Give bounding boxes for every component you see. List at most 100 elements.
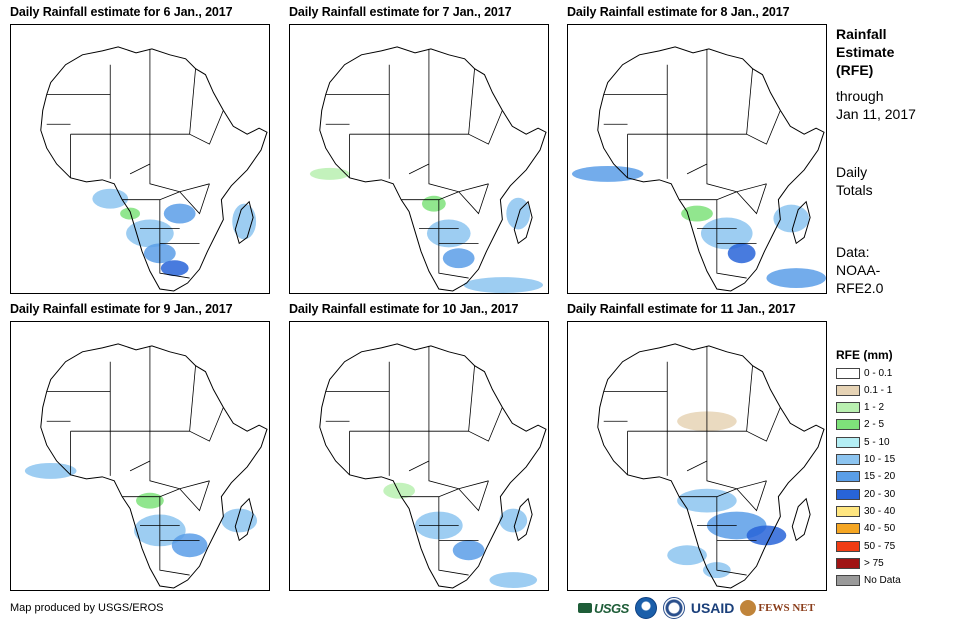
legend-label: 40 - 50 <box>864 523 895 534</box>
coastline <box>598 344 824 588</box>
country-border <box>130 461 150 471</box>
coastline <box>320 344 546 588</box>
legend-swatch <box>836 471 860 482</box>
country-border <box>707 69 753 134</box>
credit-text: Map produced by USGS/EROS <box>10 602 163 614</box>
country-border <box>409 461 429 471</box>
country-border <box>687 164 707 174</box>
africa-map <box>568 25 826 293</box>
legend-swatch <box>836 506 860 517</box>
country-border <box>747 110 781 144</box>
rainfall-area <box>25 463 77 479</box>
through-line: through <box>836 87 916 105</box>
sidebar-through: through Jan 11, 2017 <box>836 87 916 123</box>
rainfall-area <box>453 540 485 560</box>
country-border <box>409 164 429 174</box>
country-border <box>737 481 767 511</box>
rainfall-area <box>310 168 350 180</box>
panel-title: Daily Rainfall estimate for 8 Jan., 2017 <box>567 5 790 19</box>
legend-item: 1 - 2 <box>836 401 884 415</box>
rainfall-area <box>443 248 475 268</box>
legend-swatch <box>836 368 860 379</box>
legend-title: RFE (mm) <box>836 348 893 362</box>
rainfall-map <box>289 24 549 294</box>
legend-swatch <box>836 385 860 396</box>
legend-label: No Data <box>864 575 901 586</box>
legend-item: 0 - 0.1 <box>836 366 892 380</box>
country-border <box>150 134 210 192</box>
country-border <box>469 110 503 144</box>
country-border <box>469 407 503 441</box>
legend-label: 30 - 40 <box>864 506 895 517</box>
country-border <box>429 431 489 489</box>
country-border <box>429 366 475 431</box>
legend-label: 5 - 10 <box>864 437 890 448</box>
legend-label: > 75 <box>864 558 884 569</box>
title-line: Estimate <box>836 43 894 61</box>
madagascar-outline <box>792 499 810 541</box>
legend-item: 40 - 50 <box>836 522 895 536</box>
country-border <box>604 362 668 392</box>
rainfall-area <box>172 533 208 557</box>
legend-label: 0.1 - 1 <box>864 385 892 396</box>
country-border <box>190 110 224 144</box>
coastline <box>41 344 267 588</box>
legend-swatch <box>836 489 860 500</box>
legend-swatch <box>836 575 860 586</box>
rainfall-area <box>766 268 826 288</box>
panel-title: Daily Rainfall estimate for 11 Jan., 201… <box>567 302 796 316</box>
usaid-logo: USAID <box>691 598 735 618</box>
map-panel-11-jan: Daily Rainfall estimate for 11 Jan., 201… <box>567 302 827 592</box>
legend-label: 10 - 15 <box>864 454 895 465</box>
panel-title: Daily Rainfall estimate for 6 Jan., 2017 <box>10 5 233 19</box>
country-border <box>389 95 429 135</box>
legend-item: No Data <box>836 574 901 588</box>
legend-swatch <box>836 419 860 430</box>
title-line: Rainfall <box>836 25 894 43</box>
africa-map <box>290 322 548 590</box>
fews-net-logo-text: FEWS NET <box>758 602 815 614</box>
country-border <box>679 192 737 200</box>
country-border <box>604 65 668 95</box>
country-border <box>180 481 210 511</box>
noaa-logo <box>635 598 657 618</box>
data-line: NOAA- <box>836 261 883 279</box>
legend-item: 0.1 - 1 <box>836 383 892 397</box>
country-border <box>190 407 224 441</box>
legend-item: 30 - 40 <box>836 504 895 518</box>
legend-swatch <box>836 541 860 552</box>
map-panel-9-jan: Daily Rainfall estimate for 9 Jan., 2017 <box>10 302 270 592</box>
rainfall-area <box>747 525 787 545</box>
legend-item: > 75 <box>836 556 884 570</box>
rainfall-area <box>499 509 527 533</box>
rainfall-map <box>567 24 827 294</box>
rainfall-area <box>92 189 128 209</box>
country-border <box>687 461 707 471</box>
fews-net-logo: FEWS NET <box>740 598 815 618</box>
country-border <box>47 65 111 95</box>
usgs-logo: USGS <box>578 598 629 618</box>
legend-swatch <box>836 523 860 534</box>
country-border <box>326 65 390 95</box>
rainfall-area <box>667 545 707 565</box>
usda-seal-logo <box>663 598 685 618</box>
legend-item: 20 - 30 <box>836 487 895 501</box>
legend-label: 20 - 30 <box>864 489 895 500</box>
legend-label: 15 - 20 <box>864 471 895 482</box>
rainfall-area <box>773 205 809 233</box>
map-panel-7-jan: Daily Rainfall estimate for 7 Jan., 2017 <box>289 5 549 295</box>
country-border <box>459 184 489 214</box>
rainfall-area <box>164 204 196 224</box>
sidebar-data-source: Data: NOAA- RFE2.0 <box>836 243 883 297</box>
country-border <box>389 392 429 432</box>
country-border <box>429 69 475 134</box>
title-line: (RFE) <box>836 61 894 79</box>
legend-label: 2 - 5 <box>864 419 884 430</box>
country-border <box>737 184 767 214</box>
country-border <box>110 95 150 135</box>
africa-map <box>11 25 269 293</box>
country-border <box>326 362 390 392</box>
country-border <box>150 431 210 489</box>
panel-title: Daily Rainfall estimate for 10 Jan., 201… <box>289 302 518 316</box>
rainfall-area <box>464 277 543 293</box>
